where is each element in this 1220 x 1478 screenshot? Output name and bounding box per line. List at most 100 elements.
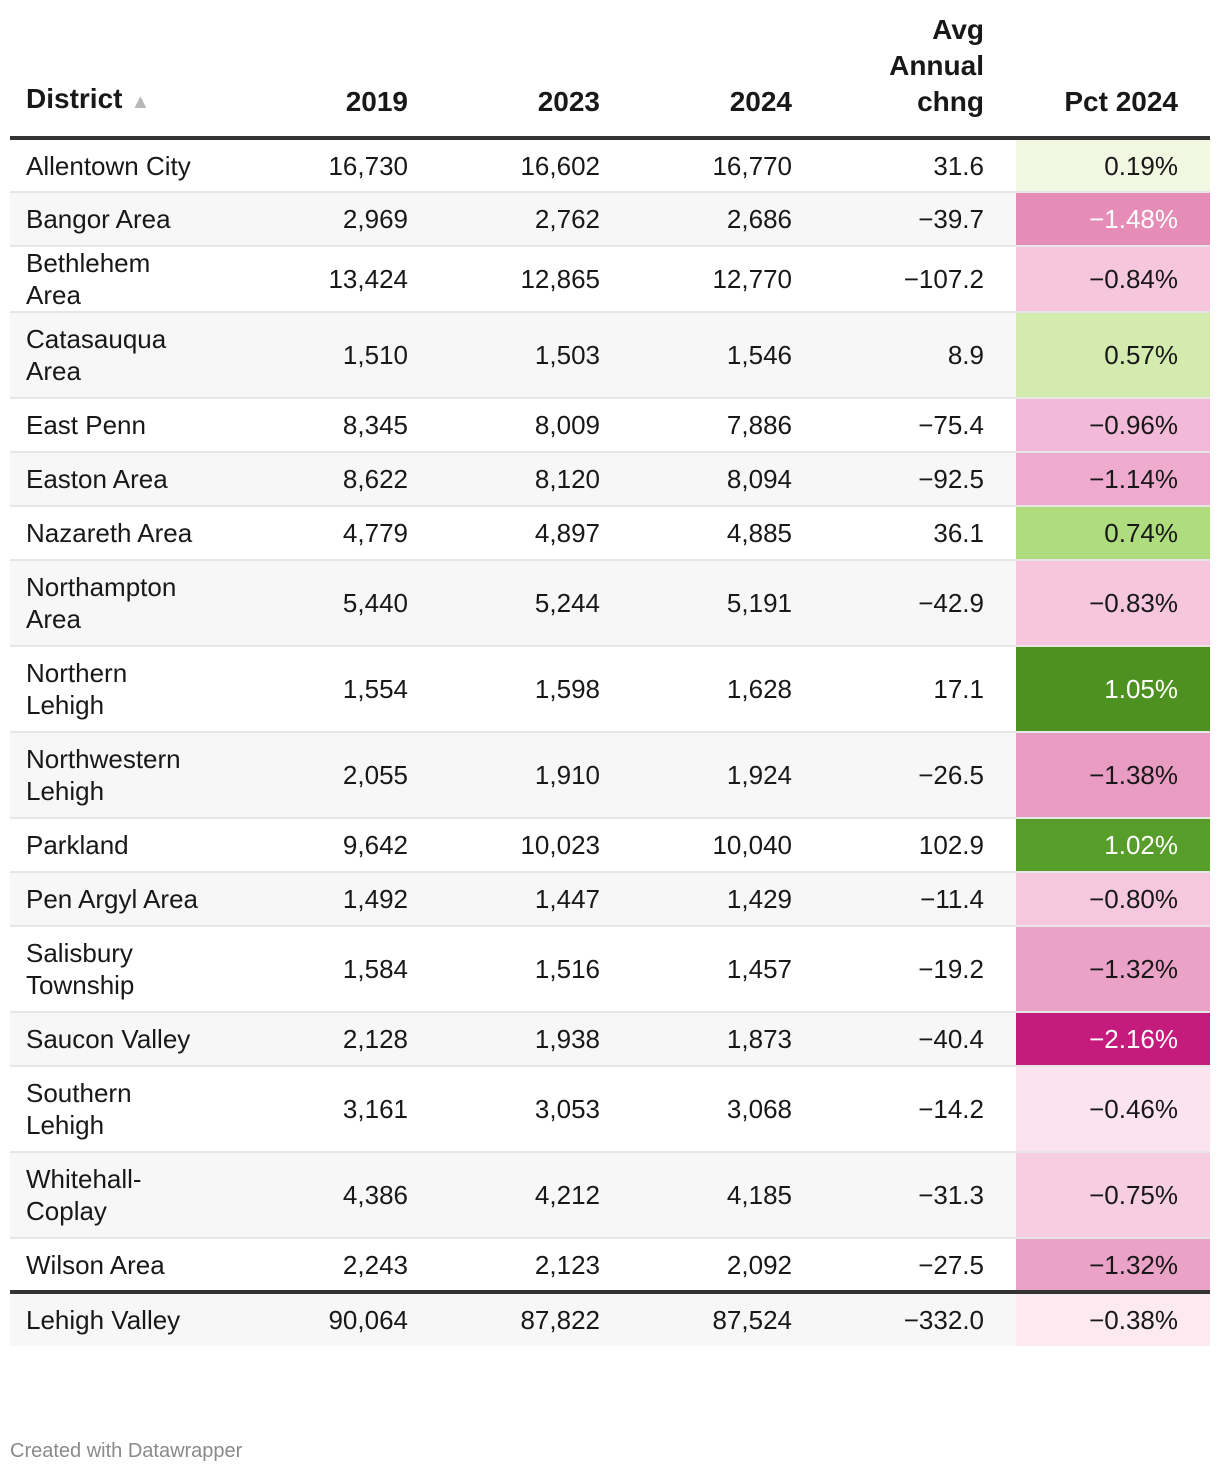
value-2024-cell: 1,628 (632, 646, 824, 733)
table-row: Pen Argyl Area 1,492 1,447 1,429 −11.4 −0.80% (10, 872, 1210, 927)
value-2019-cell: 9,642 (248, 818, 440, 873)
value-2023-cell: 1,598 (440, 646, 632, 733)
table-row: Bangor Area 2,969 2,762 2,686 −39.7 −1.48% (10, 192, 1210, 247)
district-cell: Parkland (10, 818, 248, 873)
value-2024-cell: 2,092 (632, 1238, 824, 1293)
value-2019-cell: 3,161 (248, 1066, 440, 1153)
table-row: Whitehall-Coplay 4,386 4,212 4,185 −31.3 −0.7… (10, 1152, 1210, 1239)
credit-text: Created with Datawrapper (10, 1440, 243, 1462)
avg-annual-chng-cell: 17.1 (824, 646, 1016, 733)
avg-annual-chng-cell: −11.4 (824, 872, 1016, 927)
avg-annual-chng-cell: −107.2 (824, 246, 1016, 313)
district-cell: Salisbury Township (10, 926, 248, 1013)
district-cell: Saucon Valley (10, 1012, 248, 1067)
pct-2024-cell: −1.32% (1016, 1238, 1210, 1293)
value-2019-cell: 13,424 (248, 246, 440, 313)
data-table: District ▲ 2019 2023 2024 Avg Annual chng P… (10, 0, 1210, 1346)
header-row: District ▲ 2019 2023 2024 Avg Annual chng P… (10, 0, 1210, 140)
pct-2024-cell: −0.80% (1016, 872, 1210, 927)
value-2024-cell: 5,191 (632, 560, 824, 647)
pct-2024-cell: 0.74% (1016, 506, 1210, 561)
value-2019-cell: 2,243 (248, 1238, 440, 1293)
pct-2024-cell: −1.32% (1016, 926, 1210, 1013)
table-row: Allentown City 16,730 16,602 16,770 31.6 0.19… (10, 138, 1210, 193)
value-2019-cell: 1,584 (248, 926, 440, 1013)
district-cell: Allentown City (10, 138, 248, 193)
avg-annual-chng-cell: −42.9 (824, 560, 1016, 647)
column-header-pct-2024[interactable]: Pct 2024 (1016, 0, 1210, 140)
avg-annual-chng-cell: 8.9 (824, 312, 1016, 399)
value-2023-cell: 3,053 (440, 1066, 632, 1153)
total-2023-cell: 87,822 (440, 1290, 632, 1346)
sort-ascending-icon[interactable]: ▲ (130, 91, 151, 113)
district-cell: Pen Argyl Area (10, 872, 248, 927)
value-2024-cell: 12,770 (632, 246, 824, 313)
avg-annual-chng-cell: −19.2 (824, 926, 1016, 1013)
district-cell: Northern Lehigh (10, 646, 248, 733)
total-avg-cell: −332.0 (824, 1290, 1016, 1346)
value-2023-cell: 1,910 (440, 732, 632, 819)
value-2019-cell: 2,969 (248, 192, 440, 247)
table-body: Allentown City 16,730 16,602 16,770 31.6 0.19… (10, 138, 1210, 1293)
district-cell: Bangor Area (10, 192, 248, 247)
avg-annual-chng-cell: −14.2 (824, 1066, 1016, 1153)
table-row: Northern Lehigh 1,554 1,598 1,628 17.1 1.05% (10, 646, 1210, 733)
pct-2024-cell: −0.46% (1016, 1066, 1210, 1153)
pct-2024-cell: 0.19% (1016, 138, 1210, 193)
value-2023-cell: 2,762 (440, 192, 632, 247)
avg-header-line2: Annual (889, 50, 984, 81)
column-header-2023[interactable]: 2023 (440, 0, 632, 140)
district-cell: Nazareth Area (10, 506, 248, 561)
value-2024-cell: 1,546 (632, 312, 824, 399)
table-row: East Penn 8,345 8,009 7,886 −75.4 −0.96% (10, 398, 1210, 453)
value-2023-cell: 12,865 (440, 246, 632, 313)
column-header-2024[interactable]: 2024 (632, 0, 824, 140)
value-2019-cell: 1,510 (248, 312, 440, 399)
value-2019-cell: 4,386 (248, 1152, 440, 1239)
value-2023-cell: 1,516 (440, 926, 632, 1013)
value-2024-cell: 16,770 (632, 138, 824, 193)
value-2019-cell: 2,128 (248, 1012, 440, 1067)
value-2023-cell: 1,503 (440, 312, 632, 399)
table-row: Salisbury Township 1,584 1,516 1,457 −19.2 −1… (10, 926, 1210, 1013)
column-header-avg-annual-chng[interactable]: Avg Annual chng (824, 0, 1016, 140)
value-2023-cell: 8,009 (440, 398, 632, 453)
value-2023-cell: 5,244 (440, 560, 632, 647)
avg-annual-chng-cell: −39.7 (824, 192, 1016, 247)
total-2019-cell: 90,064 (248, 1290, 440, 1346)
avg-annual-chng-cell: 31.6 (824, 138, 1016, 193)
avg-annual-chng-cell: −92.5 (824, 452, 1016, 507)
value-2024-cell: 10,040 (632, 818, 824, 873)
district-cell: Wilson Area (10, 1238, 248, 1293)
value-2024-cell: 7,886 (632, 398, 824, 453)
avg-header-line3: chng (917, 86, 984, 117)
table-container: District ▲ 2019 2023 2024 Avg Annual chng P… (10, 0, 1210, 1346)
table-row: Wilson Area 2,243 2,123 2,092 −27.5 −1.32% (10, 1238, 1210, 1293)
district-cell: Northwestern Lehigh (10, 732, 248, 819)
value-2019-cell: 8,345 (248, 398, 440, 453)
table-footer: Lehigh Valley 90,064 87,822 87,524 −332.… (10, 1290, 1210, 1346)
value-2024-cell: 2,686 (632, 192, 824, 247)
pct-2024-cell: 1.05% (1016, 646, 1210, 733)
district-cell: East Penn (10, 398, 248, 453)
column-header-district-label: District (26, 83, 123, 114)
pct-2024-cell: 1.02% (1016, 818, 1210, 873)
pct-2024-cell: −1.38% (1016, 732, 1210, 819)
value-2019-cell: 1,492 (248, 872, 440, 927)
avg-annual-chng-cell: 36.1 (824, 506, 1016, 561)
value-2023-cell: 2,123 (440, 1238, 632, 1293)
district-cell: Northampton Area (10, 560, 248, 647)
column-header-2019[interactable]: 2019 (248, 0, 440, 140)
value-2023-cell: 8,120 (440, 452, 632, 507)
column-header-district[interactable]: District ▲ (10, 0, 248, 140)
value-2023-cell: 4,212 (440, 1152, 632, 1239)
value-2023-cell: 4,897 (440, 506, 632, 561)
value-2019-cell: 4,779 (248, 506, 440, 561)
value-2019-cell: 2,055 (248, 732, 440, 819)
table-row: Bethlehem Area 13,424 12,865 12,770 −107.2 −0… (10, 246, 1210, 313)
value-2024-cell: 1,873 (632, 1012, 824, 1067)
value-2019-cell: 1,554 (248, 646, 440, 733)
table-row: Saucon Valley 2,128 1,938 1,873 −40.4 −2.16% (10, 1012, 1210, 1067)
table-row: Northwestern Lehigh 2,055 1,910 1,924 −26.5−… (10, 732, 1210, 819)
pct-2024-cell: −0.96% (1016, 398, 1210, 453)
